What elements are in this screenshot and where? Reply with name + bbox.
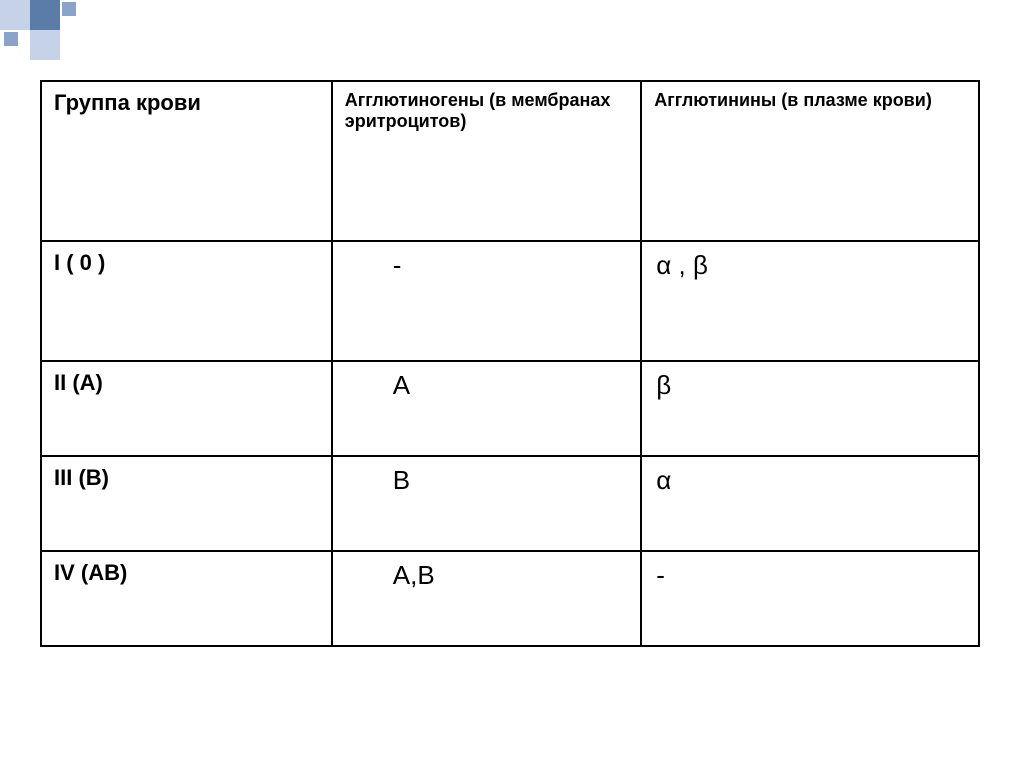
blood-groups-table-container: Группа крови Агглютиногены (в мембранах … bbox=[40, 80, 980, 647]
table-row: IV (АВ) А,В - bbox=[41, 551, 979, 646]
cell-agglutinins: α , β bbox=[641, 241, 979, 361]
cell-agglutinogens: А bbox=[332, 361, 642, 456]
column-header-agglutinins: Агглютинины (в плазме крови) bbox=[641, 81, 979, 241]
slide-corner-decoration bbox=[0, 0, 120, 60]
column-header-group: Группа крови bbox=[41, 81, 332, 241]
cell-agglutinins: - bbox=[641, 551, 979, 646]
cell-agglutinogens: В bbox=[332, 456, 642, 551]
table-row: III (В) В α bbox=[41, 456, 979, 551]
cell-group: III (В) bbox=[41, 456, 332, 551]
table-header-row: Группа крови Агглютиногены (в мембранах … bbox=[41, 81, 979, 241]
cell-agglutinins: α bbox=[641, 456, 979, 551]
cell-group: I ( 0 ) bbox=[41, 241, 332, 361]
deco-square bbox=[30, 30, 60, 60]
table-row: II (А) А β bbox=[41, 361, 979, 456]
cell-agglutinogens: - bbox=[332, 241, 642, 361]
cell-agglutinins: β bbox=[641, 361, 979, 456]
deco-square bbox=[4, 32, 18, 46]
table-row: I ( 0 ) - α , β bbox=[41, 241, 979, 361]
cell-agglutinogens: А,В bbox=[332, 551, 642, 646]
deco-square bbox=[0, 0, 30, 30]
deco-square bbox=[44, 18, 56, 30]
deco-square bbox=[62, 2, 76, 16]
cell-group: II (А) bbox=[41, 361, 332, 456]
column-header-agglutinogens: Агглютиногены (в мембранах эритроцитов) bbox=[332, 81, 642, 241]
cell-group: IV (АВ) bbox=[41, 551, 332, 646]
blood-groups-table: Группа крови Агглютиногены (в мембранах … bbox=[40, 80, 980, 647]
